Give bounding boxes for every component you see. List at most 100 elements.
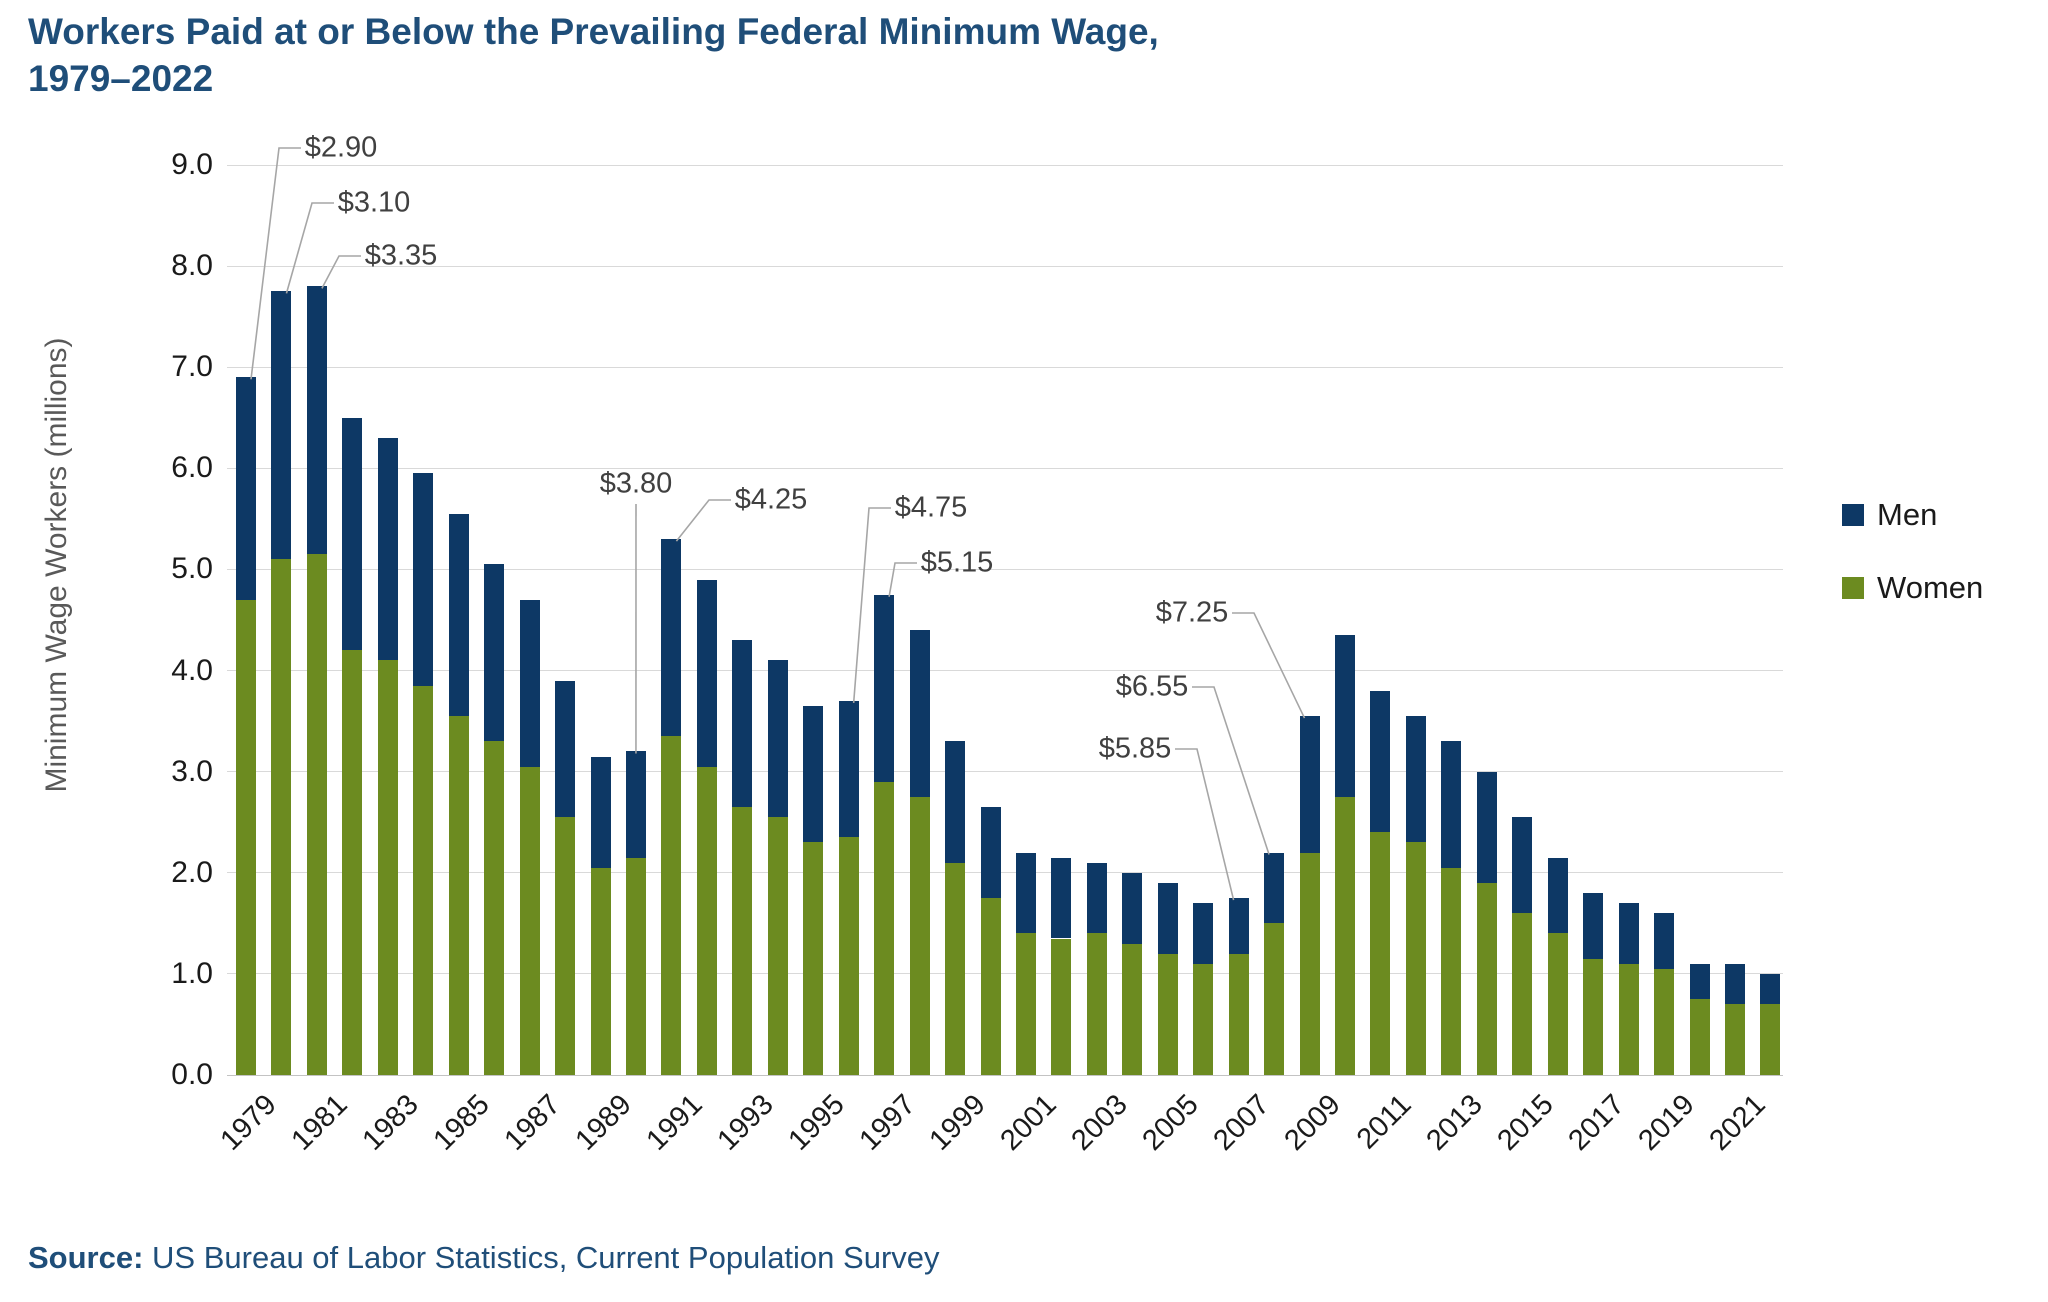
bar-1997-women xyxy=(874,781,895,1075)
y-tick-label-7.0: 7.0 xyxy=(171,350,213,384)
bar-2009-women xyxy=(1299,852,1320,1075)
bar-2001-women xyxy=(1015,933,1036,1075)
bar-2000-women xyxy=(980,898,1001,1075)
bar-2010-women xyxy=(1335,796,1355,1075)
bar-2022-women xyxy=(1760,1004,1781,1075)
bar-1984-women xyxy=(413,685,434,1075)
annotation-leader-1991 xyxy=(675,499,731,542)
y-tick-label-6.0: 6.0 xyxy=(171,451,213,485)
annotation-label-1979: $2.90 xyxy=(304,131,378,164)
title-line-2: 1979–2022 xyxy=(28,58,214,99)
y-tick-label-3.0: 3.0 xyxy=(171,754,213,788)
x-tick-label-1983: 1983 xyxy=(356,1088,426,1157)
bar-1979-men xyxy=(236,377,256,600)
legend-swatch-women xyxy=(1842,576,1864,599)
x-tick-label-1989: 1989 xyxy=(569,1088,638,1157)
bar-2012-men xyxy=(1405,716,1426,843)
bar-1980-men xyxy=(271,291,292,560)
x-tick-label-2011: 2011 xyxy=(1350,1088,1418,1156)
y-tick-label-9.0: 9.0 xyxy=(171,148,213,181)
bar-2021-men xyxy=(1724,963,1745,1005)
bar-2021-women xyxy=(1724,1004,1745,1075)
bar-1982-women xyxy=(342,650,363,1075)
bar-2003-women xyxy=(1086,933,1107,1075)
bar-2017-men xyxy=(1583,893,1604,959)
gridline-5.0 xyxy=(227,568,1783,570)
bar-2012-women xyxy=(1405,842,1426,1075)
bar-2014-women xyxy=(1476,882,1497,1075)
y-tick-label-1.0: 1.0 xyxy=(171,956,213,990)
annotation-label-1996: $4.75 xyxy=(894,491,968,524)
x-tick-label-2001: 2001 xyxy=(994,1088,1064,1157)
x-tick-label-1981: 1981 xyxy=(285,1088,355,1157)
bar-2007-women xyxy=(1228,953,1249,1075)
bar-1995-men xyxy=(803,705,824,843)
bar-1991-women xyxy=(661,736,682,1075)
bar-2017-women xyxy=(1583,958,1604,1075)
legend-label-men: Men xyxy=(1877,497,1938,532)
annotation-label-1997: $5.15 xyxy=(920,546,994,579)
bar-2001-men xyxy=(1015,852,1036,934)
bar-1987-women xyxy=(519,766,540,1075)
bar-2002-women xyxy=(1051,938,1072,1075)
bar-1989-women xyxy=(590,867,611,1075)
y-tick-label-4.0: 4.0 xyxy=(171,653,213,687)
bar-2008-men xyxy=(1264,852,1285,924)
bar-1984-men xyxy=(413,473,434,686)
bar-2004-women xyxy=(1122,943,1143,1075)
bar-1988-women xyxy=(555,817,575,1075)
bar-1997-men xyxy=(874,594,895,782)
gridline-6.0 xyxy=(227,467,1783,469)
bar-2011-women xyxy=(1370,832,1391,1075)
bar-2019-men xyxy=(1654,913,1674,969)
bar-1991-men xyxy=(661,539,682,737)
x-tick-label-1997: 1997 xyxy=(853,1088,922,1157)
bar-1999-men xyxy=(945,741,965,863)
bar-1993-women xyxy=(732,807,753,1075)
bar-2014-men xyxy=(1476,771,1497,883)
gridline-0.0 xyxy=(227,1074,1783,1076)
gridline-1.0 xyxy=(227,973,1783,975)
bar-2006-men xyxy=(1193,903,1214,964)
bar-1994-men xyxy=(767,660,788,818)
bar-2009-men xyxy=(1299,716,1320,853)
bar-1983-women xyxy=(377,660,398,1075)
x-tick-label-2021: 2021 xyxy=(1703,1088,1773,1157)
bar-2020-men xyxy=(1689,963,1710,1000)
bar-1990-men xyxy=(626,751,646,858)
gridline-7.0 xyxy=(227,366,1783,368)
bar-2006-women xyxy=(1193,963,1214,1075)
source-line: Source: US Bureau of Labor Statistics, C… xyxy=(28,1240,940,1276)
bar-2013-men xyxy=(1441,741,1462,868)
x-tick-label-1995: 1995 xyxy=(782,1088,851,1157)
x-tick-label-2015: 2015 xyxy=(1491,1088,1560,1157)
x-tick-label-2009: 2009 xyxy=(1278,1088,1347,1157)
bar-1996-men xyxy=(838,700,859,838)
bar-1986-women xyxy=(484,741,505,1075)
gridline-3.0 xyxy=(227,771,1783,773)
bar-2016-women xyxy=(1547,933,1568,1075)
bar-2010-men xyxy=(1335,635,1355,797)
bar-1988-men xyxy=(555,680,575,818)
x-tick-label-1993: 1993 xyxy=(711,1088,780,1157)
bar-1985-women xyxy=(448,716,469,1075)
bar-2016-men xyxy=(1547,857,1568,934)
x-tick-label-1979: 1979 xyxy=(214,1088,284,1157)
title-line-1: Workers Paid at or Below the Prevailing … xyxy=(28,11,1159,52)
y-tick-label-2.0: 2.0 xyxy=(171,855,213,889)
annotation-leader-1980 xyxy=(285,202,334,294)
gridline-2.0 xyxy=(227,872,1783,874)
x-tick-label-2003: 2003 xyxy=(1065,1088,1135,1157)
x-tick-label-1999: 1999 xyxy=(923,1088,993,1157)
gridline-8.0 xyxy=(227,265,1783,267)
source-text: US Bureau of Labor Statistics, Current P… xyxy=(152,1240,940,1275)
annotation-label-1990: $3.80 xyxy=(599,467,673,500)
bar-2018-women xyxy=(1618,963,1639,1075)
bar-1998-men xyxy=(909,630,930,797)
annotation-label-1980: $3.10 xyxy=(337,186,411,219)
bar-1981-men xyxy=(306,286,327,555)
bar-1999-women xyxy=(945,862,965,1075)
x-tick-label-1985: 1985 xyxy=(427,1088,496,1157)
bar-2015-men xyxy=(1512,817,1533,914)
